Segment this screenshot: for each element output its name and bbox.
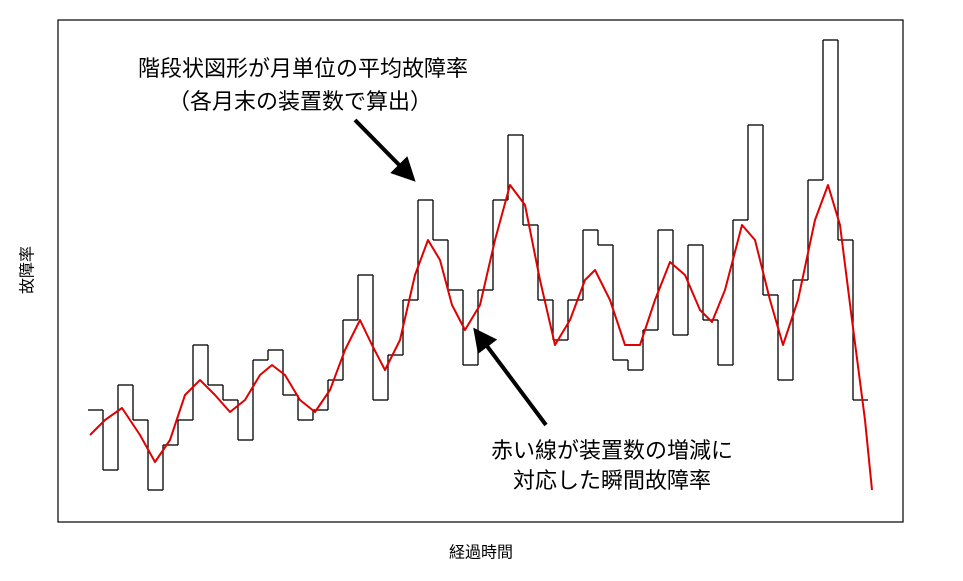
annotation: 対応した瞬間故障率	[513, 469, 711, 494]
y-axis-label: 故障率	[18, 246, 37, 294]
annotation: 赤い線が装置数の増減に	[491, 439, 733, 464]
annotation: （各月末の装置数で算出）	[168, 90, 432, 115]
arrow	[353, 118, 416, 182]
line	[89, 184, 873, 491]
arrow	[473, 327, 548, 427]
plot-frame	[57, 19, 904, 523]
annotation: 階段状図形が月単位の平均故障率	[138, 57, 468, 82]
x-axis-label: 経過時間	[449, 543, 513, 562]
